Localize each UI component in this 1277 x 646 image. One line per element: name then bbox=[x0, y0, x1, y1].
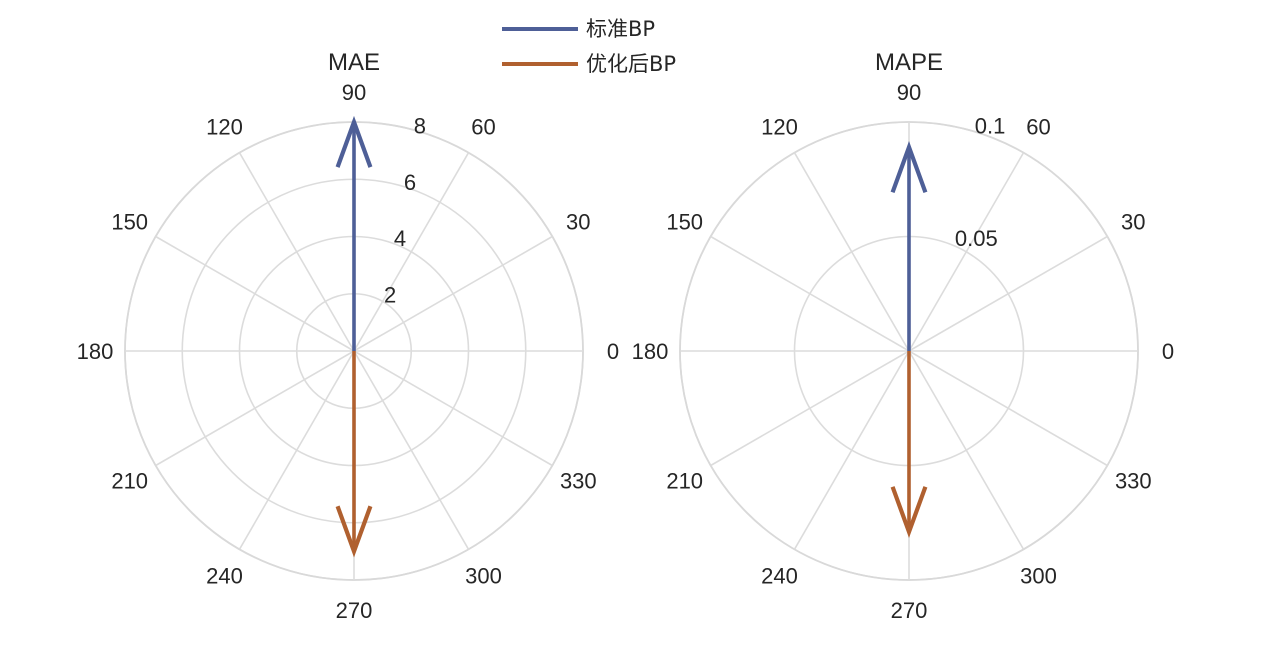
legend-label-standard-bp: 标准BP bbox=[586, 17, 655, 41]
mape-theta-label: 330 bbox=[1115, 469, 1152, 494]
mae-title: MAE bbox=[328, 49, 380, 76]
mae-r-label: 4 bbox=[394, 226, 406, 251]
mae-spoke bbox=[353, 350, 470, 550]
mape-theta-label: 30 bbox=[1121, 210, 1145, 235]
mae-theta-label: 150 bbox=[111, 210, 148, 235]
polar-plot-mape: 0 30 60 90 120 150 180 210 240 270 300 330 0.05 0.1 MA… bbox=[632, 49, 1174, 623]
mae-theta-label: 270 bbox=[336, 598, 373, 623]
mae-spoke bbox=[238, 350, 355, 550]
mape-theta-label: 270 bbox=[891, 598, 928, 623]
legend-label-optimized-bp: 优化后BP bbox=[586, 52, 676, 76]
mape-theta-label: 150 bbox=[666, 210, 703, 235]
mae-arrow-optimized-bp bbox=[335, 351, 373, 558]
mae-theta-label: 60 bbox=[471, 115, 495, 140]
polar-plot-mae: 0 30 60 90 120 150 180 210 240 270 300 330 2 4 6 8 MAE bbox=[77, 49, 619, 623]
mae-theta-label: 90 bbox=[342, 80, 366, 105]
mape-r-label: 0.05 bbox=[955, 226, 998, 251]
mape-spoke bbox=[908, 235, 1108, 352]
mape-theta-label: 240 bbox=[761, 563, 798, 588]
mae-spoke bbox=[353, 350, 553, 467]
mape-arrow-head bbox=[890, 141, 928, 194]
mape-arrow-head bbox=[890, 486, 928, 539]
mape-r-label: 0.1 bbox=[975, 113, 1006, 138]
mape-theta-label: 0 bbox=[1162, 339, 1174, 364]
mape-arrow-optimized-bp bbox=[890, 351, 928, 539]
mae-theta-label: 120 bbox=[206, 115, 243, 140]
mae-theta-label: 210 bbox=[111, 469, 148, 494]
mape-spoke bbox=[793, 152, 910, 352]
mae-spoke bbox=[155, 350, 355, 467]
mae-arrow-head bbox=[335, 115, 373, 168]
mae-spoke bbox=[155, 235, 355, 352]
mape-theta-label: 180 bbox=[632, 339, 669, 364]
mape-spoke bbox=[908, 350, 1108, 467]
mape-title: MAPE bbox=[875, 49, 943, 76]
mape-theta-label: 210 bbox=[666, 469, 703, 494]
mae-theta-label: 180 bbox=[77, 339, 114, 364]
mae-spoke bbox=[353, 152, 470, 352]
mae-r-label: 8 bbox=[414, 113, 426, 138]
mape-theta-label: 300 bbox=[1020, 563, 1057, 588]
mae-r-label: 2 bbox=[384, 283, 396, 308]
mae-spoke bbox=[353, 235, 553, 352]
mape-theta-label: 120 bbox=[761, 115, 798, 140]
legend: 标准BP 优化后BP bbox=[502, 17, 676, 76]
mape-arrow-standard-bp bbox=[890, 141, 928, 351]
mae-theta-label: 0 bbox=[607, 339, 619, 364]
mae-arrow-head bbox=[335, 505, 373, 558]
mape-spoke bbox=[710, 350, 910, 467]
mape-theta-label: 60 bbox=[1026, 115, 1050, 140]
mape-spoke bbox=[793, 350, 910, 550]
mae-spoke bbox=[238, 152, 355, 352]
mape-spoke bbox=[710, 235, 910, 352]
mape-spoke bbox=[908, 152, 1025, 352]
mape-theta-label: 90 bbox=[897, 80, 921, 105]
mae-arrow-standard-bp bbox=[335, 115, 373, 351]
mae-theta-label: 30 bbox=[566, 210, 590, 235]
mape-spoke bbox=[908, 350, 1025, 550]
mae-theta-label: 330 bbox=[560, 469, 597, 494]
mae-theta-label: 240 bbox=[206, 563, 243, 588]
mae-r-label: 6 bbox=[404, 170, 416, 195]
mae-theta-label: 300 bbox=[465, 563, 502, 588]
